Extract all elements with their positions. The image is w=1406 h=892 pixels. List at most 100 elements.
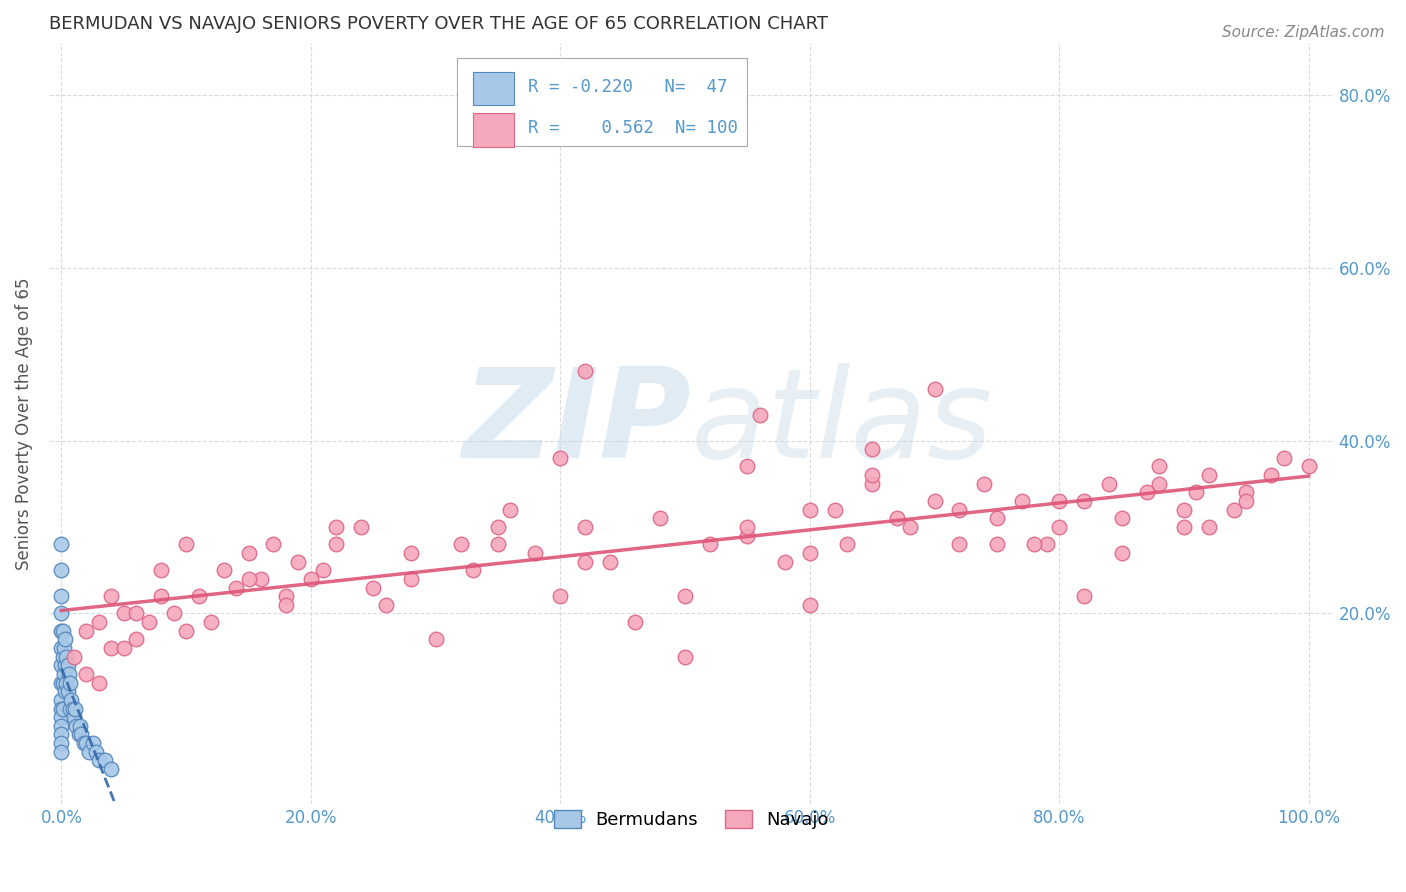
- Point: [86, 745, 108, 759]
- Point: [51, 624, 73, 638]
- Point: [238, 572, 260, 586]
- Point: [52, 675, 75, 690]
- Point: [138, 615, 160, 629]
- Point: [799, 598, 821, 612]
- Point: [1173, 502, 1195, 516]
- Point: [299, 572, 322, 586]
- Point: [773, 555, 796, 569]
- Point: [748, 408, 770, 422]
- Point: [1234, 494, 1257, 508]
- Point: [125, 607, 148, 621]
- Point: [325, 520, 347, 534]
- Point: [837, 537, 859, 551]
- Point: [56, 658, 79, 673]
- Point: [425, 632, 447, 647]
- Point: [174, 624, 197, 638]
- Point: [374, 598, 396, 612]
- Point: [486, 520, 509, 534]
- Point: [599, 555, 621, 569]
- Point: [1272, 450, 1295, 465]
- Point: [574, 520, 596, 534]
- Point: [1111, 511, 1133, 525]
- Point: [56, 684, 79, 698]
- Point: [52, 701, 75, 715]
- Point: [87, 675, 110, 690]
- Point: [250, 572, 273, 586]
- Point: [63, 710, 86, 724]
- Point: [263, 537, 285, 551]
- Point: [1223, 502, 1246, 516]
- Point: [51, 589, 73, 603]
- Point: [52, 624, 75, 638]
- Legend: Bermudans, Navajo: Bermudans, Navajo: [547, 803, 837, 837]
- Point: [1047, 494, 1070, 508]
- Point: [87, 615, 110, 629]
- Point: [87, 753, 110, 767]
- Point: [51, 658, 73, 673]
- Point: [860, 476, 883, 491]
- Y-axis label: Seniors Poverty Over the Age of 65: Seniors Poverty Over the Age of 65: [15, 277, 32, 569]
- Point: [73, 736, 96, 750]
- Point: [274, 589, 297, 603]
- Point: [51, 675, 73, 690]
- Point: [150, 589, 173, 603]
- Point: [58, 667, 80, 681]
- FancyBboxPatch shape: [472, 113, 515, 146]
- Point: [51, 745, 73, 759]
- Point: [799, 546, 821, 560]
- Point: [973, 476, 995, 491]
- Point: [53, 658, 76, 673]
- Point: [986, 537, 1008, 551]
- Point: [51, 693, 73, 707]
- Point: [924, 382, 946, 396]
- Text: BERMUDAN VS NAVAJO SENIORS POVERTY OVER THE AGE OF 65 CORRELATION CHART: BERMUDAN VS NAVAJO SENIORS POVERTY OVER …: [49, 15, 828, 33]
- Point: [499, 502, 522, 516]
- Point: [225, 581, 247, 595]
- Point: [1011, 494, 1033, 508]
- Point: [59, 701, 82, 715]
- Text: R =    0.562  N= 100: R = 0.562 N= 100: [529, 120, 738, 137]
- Point: [112, 641, 135, 656]
- Point: [125, 632, 148, 647]
- Point: [174, 537, 197, 551]
- Point: [100, 589, 122, 603]
- Point: [1098, 476, 1121, 491]
- Point: [399, 546, 422, 560]
- Point: [1260, 468, 1282, 483]
- Point: [59, 675, 82, 690]
- Point: [60, 693, 83, 707]
- Point: [51, 701, 73, 715]
- Point: [51, 607, 73, 621]
- Point: [737, 459, 759, 474]
- Point: [55, 649, 77, 664]
- Point: [1111, 546, 1133, 560]
- Point: [1198, 468, 1220, 483]
- Point: [82, 736, 104, 750]
- Point: [624, 615, 647, 629]
- Point: [94, 753, 117, 767]
- Point: [898, 520, 921, 534]
- Point: [100, 641, 122, 656]
- Point: [450, 537, 472, 551]
- Point: [886, 511, 908, 525]
- Point: [1173, 520, 1195, 534]
- Point: [1147, 476, 1170, 491]
- Point: [1024, 537, 1046, 551]
- Point: [53, 632, 76, 647]
- Point: [69, 719, 91, 733]
- Point: [860, 468, 883, 483]
- Text: atlas: atlas: [692, 363, 994, 483]
- Point: [67, 727, 90, 741]
- Point: [486, 537, 509, 551]
- Point: [163, 607, 186, 621]
- Point: [63, 701, 86, 715]
- Point: [75, 667, 97, 681]
- Point: [51, 727, 73, 741]
- Point: [52, 667, 75, 681]
- Point: [673, 649, 696, 664]
- Point: [51, 641, 73, 656]
- Point: [1185, 485, 1208, 500]
- Point: [52, 641, 75, 656]
- Point: [150, 563, 173, 577]
- Point: [238, 546, 260, 560]
